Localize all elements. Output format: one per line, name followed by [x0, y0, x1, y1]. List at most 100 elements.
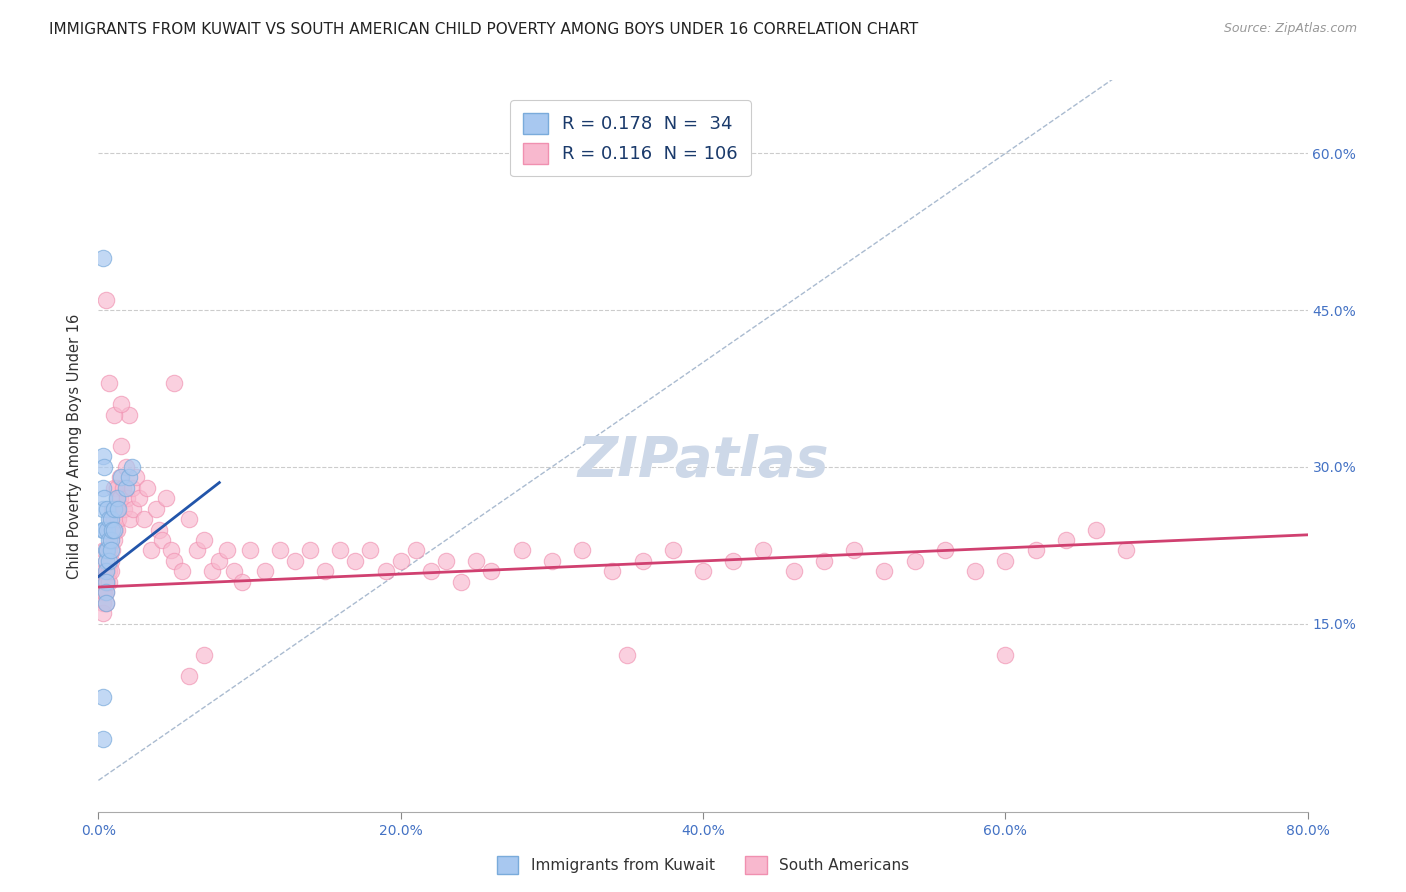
Point: [201, 565, 224, 579]
Point: [465, 554, 488, 568]
Point: [631, 554, 654, 568]
Point: [135, 481, 157, 495]
Text: Source: ZipAtlas.com: Source: ZipAtlas.com: [1223, 22, 1357, 36]
Point: [98, 512, 121, 526]
Point: [389, 554, 412, 568]
Point: [100, 565, 122, 579]
Point: [91, 501, 114, 516]
Point: [1115, 543, 1137, 558]
Point: [122, 501, 145, 516]
Point: [284, 554, 307, 568]
Point: [434, 554, 457, 568]
Point: [98, 554, 121, 568]
Point: [107, 501, 129, 516]
Point: [103, 533, 125, 547]
Point: [540, 554, 562, 568]
Point: [121, 459, 143, 474]
Point: [269, 543, 291, 558]
Point: [110, 470, 132, 484]
Point: [101, 523, 124, 537]
Point: [115, 491, 138, 506]
Point: [329, 543, 352, 558]
Point: [96, 501, 118, 516]
Point: [91, 606, 114, 620]
Point: [98, 523, 121, 537]
Point: [450, 574, 472, 589]
Point: [193, 533, 215, 547]
Point: [179, 669, 201, 683]
Point: [91, 523, 114, 537]
Point: [118, 470, 141, 484]
Point: [510, 543, 533, 558]
Point: [1085, 523, 1108, 537]
Point: [101, 523, 124, 537]
Point: [100, 543, 122, 558]
Point: [94, 293, 117, 307]
Point: [145, 501, 167, 516]
Point: [94, 554, 117, 568]
Point: [405, 543, 427, 558]
Point: [121, 481, 143, 495]
Point: [125, 470, 148, 484]
Point: [723, 554, 745, 568]
Point: [904, 554, 927, 568]
Point: [103, 523, 125, 537]
Point: [100, 533, 122, 547]
Point: [420, 565, 443, 579]
Point: [374, 565, 396, 579]
Point: [104, 501, 127, 516]
Legend: Immigrants from Kuwait, South Americans: Immigrants from Kuwait, South Americans: [491, 850, 915, 880]
Point: [96, 565, 118, 579]
Point: [98, 533, 121, 547]
Point: [112, 501, 135, 516]
Point: [314, 565, 336, 579]
Point: [105, 501, 128, 516]
Point: [101, 543, 124, 558]
Point: [107, 512, 129, 526]
Point: [934, 543, 956, 558]
Point: [94, 596, 117, 610]
Point: [94, 585, 117, 599]
Point: [1054, 533, 1077, 547]
Point: [103, 408, 125, 422]
Point: [114, 481, 136, 495]
Point: [132, 512, 155, 526]
Point: [994, 648, 1017, 662]
Point: [96, 574, 118, 589]
Point: [873, 565, 896, 579]
Point: [783, 565, 806, 579]
Point: [94, 574, 117, 589]
Point: [231, 574, 253, 589]
Point: [96, 543, 118, 558]
Point: [120, 512, 142, 526]
Point: [105, 491, 128, 506]
Point: [163, 554, 186, 568]
Point: [179, 512, 201, 526]
Point: [103, 481, 125, 495]
Point: [100, 512, 122, 526]
Point: [110, 439, 132, 453]
Point: [208, 554, 231, 568]
Point: [94, 585, 117, 599]
Point: [91, 731, 114, 746]
Point: [692, 565, 714, 579]
Point: [98, 376, 121, 391]
Point: [91, 596, 114, 610]
Point: [752, 543, 775, 558]
Point: [813, 554, 835, 568]
Point: [93, 459, 115, 474]
Point: [98, 543, 121, 558]
Point: [103, 501, 125, 516]
Point: [163, 376, 186, 391]
Point: [93, 523, 115, 537]
Point: [150, 533, 173, 547]
Point: [299, 543, 322, 558]
Point: [93, 574, 115, 589]
Point: [224, 565, 246, 579]
Point: [193, 648, 215, 662]
Text: IMMIGRANTS FROM KUWAIT VS SOUTH AMERICAN CHILD POVERTY AMONG BOYS UNDER 16 CORRE: IMMIGRANTS FROM KUWAIT VS SOUTH AMERICAN…: [49, 22, 918, 37]
Point: [98, 574, 121, 589]
Point: [96, 543, 118, 558]
Point: [1024, 543, 1046, 558]
Point: [110, 397, 132, 411]
